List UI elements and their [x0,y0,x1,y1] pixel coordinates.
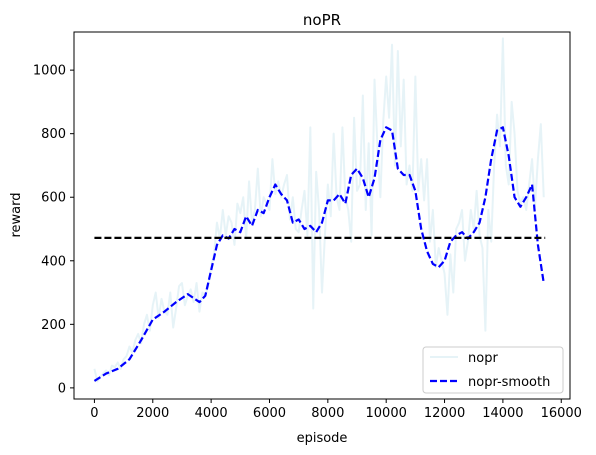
y-tick-label: 600 [41,191,66,206]
plot-area [93,37,546,383]
x-tick-label: 2000 [136,406,169,421]
legend-label-nopr: nopr [468,351,498,366]
y-axis-label: reward [9,192,24,237]
y-tick-label: 400 [41,254,66,269]
legend-box [422,346,564,394]
x-tick-label: 16000 [541,406,582,421]
x-tick-label: 10000 [366,406,407,421]
y-tick-label: 1000 [33,64,66,79]
x-tick-label: 8000 [311,406,344,421]
plot-frame [73,31,571,400]
x-tick-label: 14000 [482,406,523,421]
x-tick-label: 6000 [253,406,286,421]
y-tick-label: 800 [41,127,66,142]
x-axis-label: episode [297,431,348,446]
series-line-nopr [93,37,545,383]
y-tick-label: 0 [58,381,66,396]
x-tick-label: 4000 [195,406,228,421]
x-tick-label: 0 [90,406,98,421]
legend-label-nopr-smooth: nopr-smooth [468,375,550,390]
x-tick-label: 12000 [424,406,465,421]
y-tick-label: 200 [41,318,66,333]
legend: nopr nopr-smooth [422,346,564,394]
axis-ticks: 0 2000 4000 6000 8000 10000 12000 14000 16000 0 20… [33,64,582,421]
chart-title: noPR [303,11,341,29]
